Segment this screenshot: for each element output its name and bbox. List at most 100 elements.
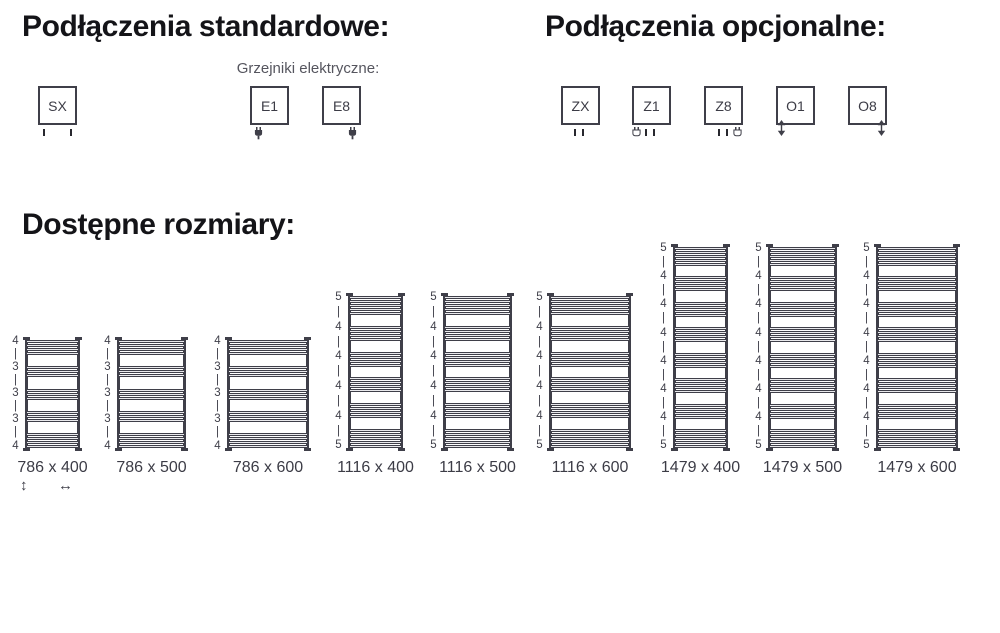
radiator-rungs [675, 247, 726, 448]
plug-icon [254, 127, 263, 145]
rung-bar [350, 312, 401, 315]
rung-gap-separator: | [216, 374, 219, 387]
connection-tick-icon [726, 129, 728, 136]
rung-bar [350, 351, 401, 355]
rung-bar [445, 300, 510, 303]
rung-bar [878, 259, 956, 262]
connection-bottom-icons [848, 120, 887, 143]
rung-bar [119, 370, 184, 374]
rung-bar [350, 403, 401, 407]
plug-outline-icon [632, 127, 641, 145]
rung-bar [350, 444, 401, 448]
radiator-rungs [229, 340, 307, 448]
connection-tick-icon [653, 129, 655, 136]
rung-gap-separator: | [216, 426, 219, 439]
connection-tick-icon [43, 129, 45, 136]
rung-gap-separator: | [865, 368, 868, 381]
rung-bar [551, 351, 629, 355]
rung-bar [770, 331, 835, 335]
rung-bar [445, 333, 510, 337]
radiator-left-collector [766, 244, 773, 451]
rung-group-gap [445, 418, 510, 429]
rung-group [551, 403, 629, 419]
rung-bar [675, 251, 726, 254]
rung-bar [445, 355, 510, 359]
rung-group-gap [675, 342, 726, 352]
rung-group [229, 410, 307, 422]
rung-bar [675, 364, 726, 368]
rung-bar [770, 263, 835, 266]
heading-standard-connections: Podłączenia standardowe: [22, 10, 390, 43]
rung-bar [878, 356, 956, 360]
rung-bar [229, 396, 307, 400]
radiator-right-collector [832, 244, 839, 451]
rung-gap-separator: | [865, 397, 868, 410]
rung-group-gap [551, 392, 629, 403]
rung-group [27, 366, 78, 378]
rung-bar [770, 284, 835, 288]
rung-bar [350, 337, 401, 341]
rung-bar [770, 247, 835, 250]
connection-tick-icon [645, 129, 647, 136]
rung-gap-separator: | [662, 340, 665, 353]
rung-bar [675, 382, 726, 386]
rung-group [878, 403, 956, 419]
rung-bar [770, 301, 835, 305]
rung-count-label: 4 [430, 350, 437, 363]
rung-count-label: 4 [214, 439, 221, 452]
rung-bar [27, 388, 78, 392]
rung-count-label: 4 [536, 350, 543, 363]
size-label: 1116 x 500 [439, 459, 516, 476]
rung-bar [27, 396, 78, 400]
rung-gap-separator: | [865, 340, 868, 353]
rung-group-gap [878, 291, 956, 301]
rung-bar [770, 390, 835, 394]
rung-bar [675, 280, 726, 284]
rung-count-label: 4 [660, 326, 667, 339]
rung-group [445, 403, 510, 419]
connection-bottom-icons [632, 126, 671, 143]
rung-bar [445, 377, 510, 381]
rung-group [350, 377, 401, 393]
heading-optional-connections: Podłączenia opcjonalne: [545, 10, 886, 43]
rung-bar [229, 352, 307, 355]
radiator-left-collector [441, 293, 448, 451]
rung-group [27, 410, 78, 422]
rung-bar [675, 288, 726, 292]
rung-bar [878, 335, 956, 339]
rung-bar [770, 313, 835, 317]
rung-bar [675, 335, 726, 339]
radiator-diagram: 5 | 4 | 4 | 4 | 4 | 4 | 4 | 5 [660, 242, 730, 451]
radiator-rungs [770, 247, 835, 448]
rung-bar [27, 445, 78, 448]
rung-bar [27, 344, 78, 347]
rung-bar [445, 385, 510, 389]
connection-zx: ZX [561, 86, 600, 136]
rung-bar [878, 444, 956, 448]
rung-bar [551, 312, 629, 315]
connection-z1: Z1 [632, 86, 671, 137]
rung-group-gap [675, 368, 726, 378]
rung-group [350, 296, 401, 315]
rung-count-label: 4 [430, 380, 437, 393]
rung-bar [878, 331, 956, 335]
rung-group [770, 428, 835, 448]
rung-group [445, 325, 510, 341]
rung-group [878, 301, 956, 317]
rung-group-gap [878, 317, 956, 327]
rung-bar [229, 433, 307, 436]
rung-group [878, 247, 956, 266]
connection-z8: Z8 [704, 86, 743, 137]
connection-bottom-icons [250, 126, 289, 143]
rung-bar [675, 247, 726, 250]
rung-bar [229, 374, 307, 378]
rung-group [770, 403, 835, 419]
rung-bar [675, 313, 726, 317]
rung-bar [119, 340, 184, 343]
radiator-left-collector [346, 293, 353, 451]
rung-count-label: 4 [660, 270, 667, 283]
size-label: 1116 x 600 [551, 459, 629, 476]
rung-bar [551, 355, 629, 359]
rung-bar [770, 386, 835, 390]
rung-group-gap [551, 341, 629, 352]
